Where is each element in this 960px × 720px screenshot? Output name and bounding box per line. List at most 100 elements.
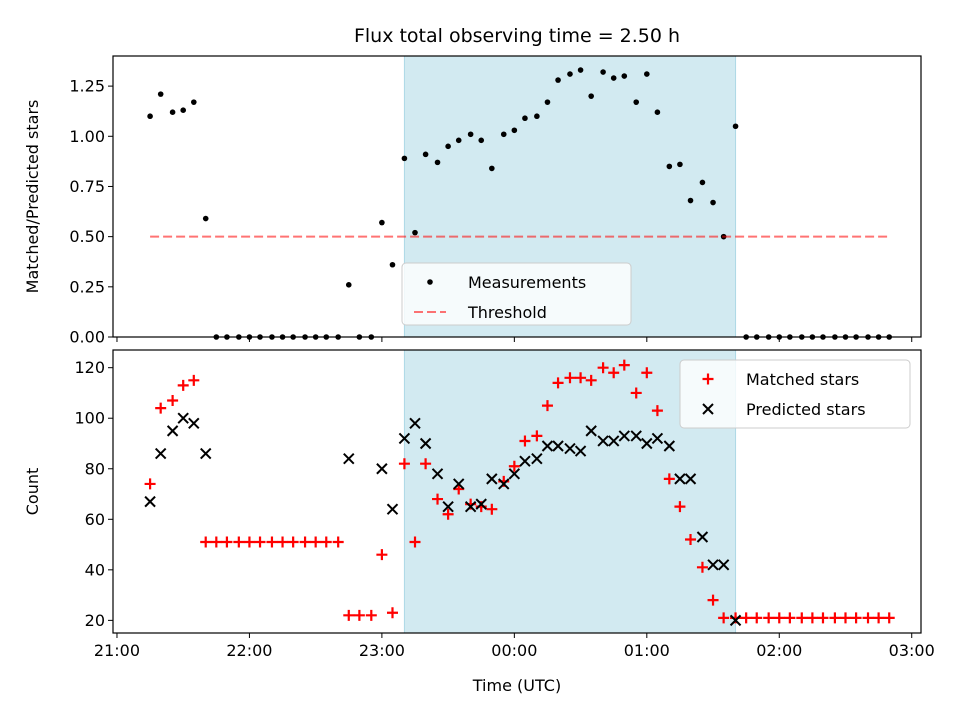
matched-stars-point	[707, 594, 719, 606]
predicted-stars-point	[663, 440, 676, 452]
matched-stars-point	[200, 536, 212, 548]
matched-stars-point	[718, 612, 730, 624]
predicted-stars-point	[607, 435, 620, 447]
count-plot-frame	[112, 349, 922, 634]
predicted-stars-point	[531, 452, 543, 465]
measurement-point	[534, 113, 540, 120]
matched-stars-point	[386, 607, 398, 619]
measurement-point	[577, 67, 584, 73]
predicted-stars-point	[696, 531, 709, 543]
predicted-stars-point	[707, 559, 719, 571]
matched-stars-point	[299, 536, 311, 548]
x-tick-label: 02:00	[756, 641, 802, 660]
matched-stars-point	[763, 612, 775, 624]
count-panel: 20 40 60 80 100 120 21:00 22:00 23:00 00:00 01:00…	[23, 349, 935, 695]
predicted-stars-point	[144, 495, 156, 508]
y-tick-label: 0.25	[69, 277, 105, 296]
predicted-stars-point	[409, 417, 421, 429]
predicted-stars-point	[188, 417, 200, 429]
matched-stars-point	[508, 460, 520, 472]
measurement-point	[654, 109, 661, 115]
matched-stars-point	[784, 612, 796, 624]
predicted-stars-point	[552, 440, 564, 452]
y-tick-label: 100	[74, 409, 105, 428]
matched-stars-point	[651, 405, 663, 417]
predicted-stars-point	[641, 437, 653, 450]
x-axis-label: Time (UTC)	[472, 676, 561, 695]
matched-stars-point	[541, 400, 553, 412]
y-tick-label: 1.25	[69, 77, 105, 96]
matched-stars-point	[376, 549, 388, 561]
measurement-point	[621, 73, 628, 79]
y-tick-label: 0.00	[69, 328, 105, 347]
matched-stars-point	[618, 359, 630, 371]
y-tick-label: 0.75	[69, 177, 105, 196]
measurement-point	[489, 165, 495, 172]
matched-stars-point	[409, 536, 421, 548]
measurement-point	[522, 115, 528, 122]
predicted-stars-point	[453, 478, 465, 490]
matched-stars-point	[519, 435, 531, 447]
legend-label: Threshold	[467, 303, 547, 322]
y-tick-label: 80	[85, 459, 105, 478]
matched-stars-point	[773, 612, 785, 624]
legend-label: Measurements	[468, 273, 586, 292]
predicted-stars-point	[166, 425, 179, 437]
matched-stars-point	[254, 536, 266, 548]
ratio-y-axis: 0.00 0.25 0.50 0.75 1.00 1.25	[69, 77, 113, 347]
y-tick-label: 40	[85, 560, 105, 579]
measurement-point	[677, 161, 683, 168]
measurement-point	[191, 99, 197, 105]
count-y-axis-label: Count	[23, 468, 42, 516]
matched-stars-point	[167, 395, 179, 407]
count-legend: Matched stars Predicted stars	[679, 359, 911, 429]
matched-stars-point	[188, 374, 200, 386]
measurement-point	[345, 282, 352, 288]
matched-stars-point	[177, 379, 189, 391]
matched-stars-point	[442, 508, 454, 520]
matched-stars-point	[862, 612, 874, 624]
predicted-stars-point	[729, 614, 742, 627]
measurement-point	[687, 197, 694, 204]
measurement-point	[555, 77, 561, 83]
matched-stars-point	[310, 536, 322, 548]
y-tick-label: 120	[74, 358, 105, 377]
matched-stars-point	[144, 478, 156, 490]
x-tick-label: 01:00	[624, 641, 670, 660]
predicted-stars-point	[618, 430, 630, 442]
measurement-point	[644, 71, 650, 77]
measurement-point	[588, 93, 594, 99]
measurement-point	[401, 155, 408, 162]
matched-stars-point	[564, 372, 576, 384]
predicted-stars-point	[585, 425, 597, 437]
measurement-point	[467, 131, 474, 138]
matched-stars-point	[585, 374, 597, 386]
matched-stars-point	[277, 536, 289, 548]
measurement-point	[157, 91, 164, 97]
matched-stars-point	[674, 501, 686, 513]
predicted-stars-point	[674, 473, 686, 485]
measurement-point	[169, 109, 176, 115]
ratio-panel: 0.00 0.25 0.50 0.75 1.00 1.25 Matched/Predict…	[23, 55, 922, 347]
legend-label: Predicted stars	[746, 400, 866, 419]
predicted-stars-point	[442, 500, 454, 513]
matched-stars-point	[266, 536, 278, 548]
matched-stars-point	[398, 458, 410, 470]
x-tick-label: 22:00	[226, 641, 272, 660]
matched-stars-point	[233, 536, 245, 548]
measurement-point	[412, 229, 418, 236]
matched-stars-point	[839, 612, 851, 624]
matched-stars-point	[486, 503, 498, 515]
predicted-stars-point	[498, 478, 510, 490]
y-tick-label: 0.50	[69, 227, 105, 246]
x-tick-label: 03:00	[889, 641, 935, 660]
matched-stars-point	[432, 493, 444, 505]
measurement-point	[434, 159, 441, 166]
measurement-point	[500, 131, 507, 138]
matched-stars-point	[829, 612, 841, 624]
predicted-stars-point	[154, 447, 167, 460]
measurement-point	[422, 151, 429, 158]
predicted-stars-point	[574, 445, 587, 457]
predicted-stars-point	[541, 440, 554, 452]
